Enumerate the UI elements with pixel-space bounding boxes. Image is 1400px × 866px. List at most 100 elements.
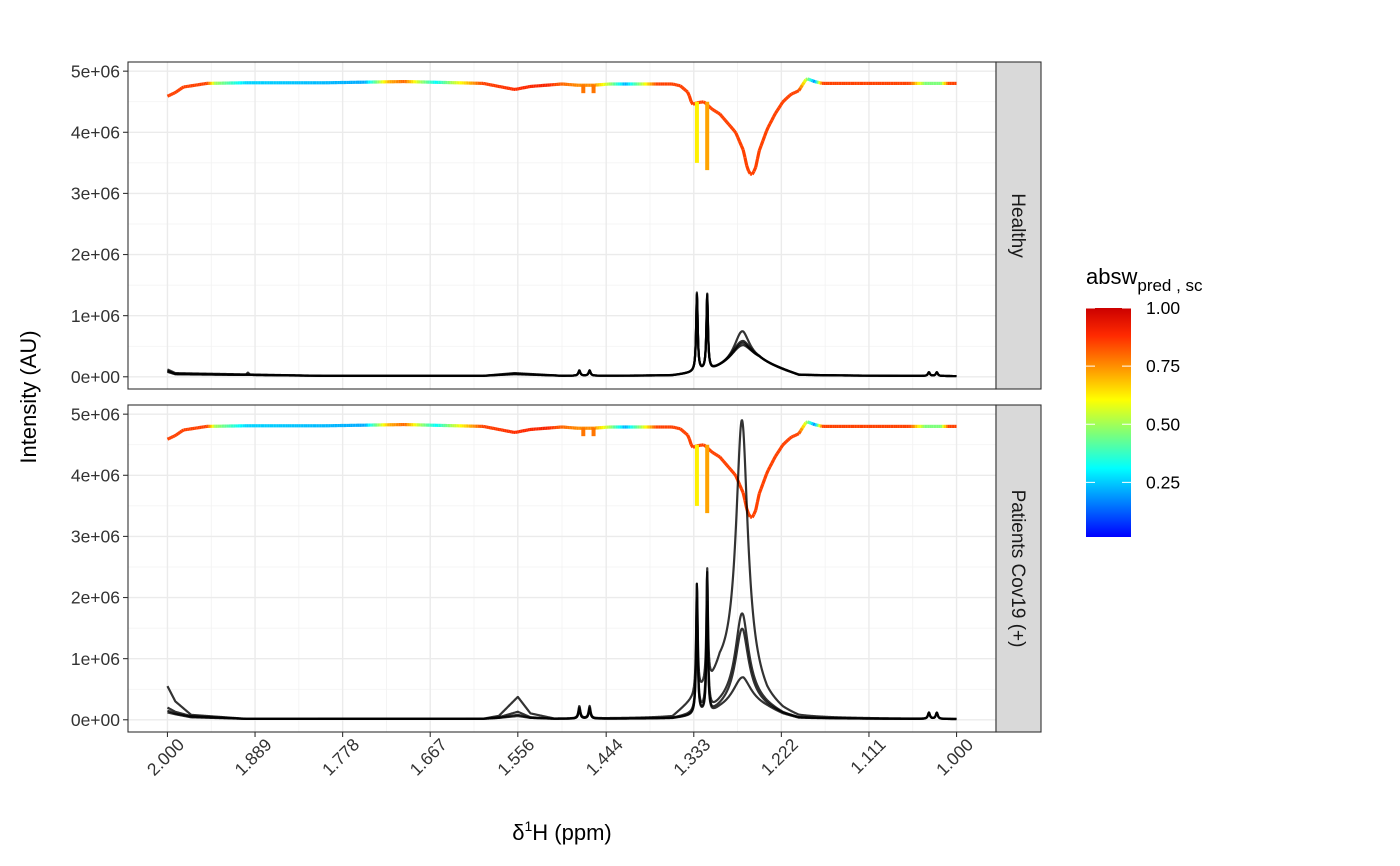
weight-segment xyxy=(723,462,729,467)
weight-segment xyxy=(754,501,760,511)
weight-segment xyxy=(682,430,687,435)
weight-segment xyxy=(807,420,811,425)
weight-segment xyxy=(713,109,718,114)
weight-segment xyxy=(752,509,758,516)
weight-segment xyxy=(777,104,783,109)
weight-segment xyxy=(682,87,687,92)
weight-segment xyxy=(772,112,777,118)
weight-segment xyxy=(687,438,693,445)
weight-segment xyxy=(772,455,777,461)
weight-segment xyxy=(729,468,734,473)
y-tick-label: 0e+00 xyxy=(71,710,120,730)
x-axis: 2.000 1.889 1.778 1.667 1.556 1.444 1.333 1.222… xyxy=(143,732,977,780)
weight-segment xyxy=(779,101,784,106)
x-tick-label: 1.667 xyxy=(406,734,451,779)
weight-segment xyxy=(779,444,784,449)
weight-segment xyxy=(755,493,761,503)
y-axis: 0e+00 1e+06 2e+06 3e+06 4e+06 5e+06 xyxy=(71,61,128,387)
weight-segment xyxy=(759,140,765,147)
spectrum-line xyxy=(166,600,958,721)
weight-segment xyxy=(727,123,732,128)
x-tick-label: 1.444 xyxy=(582,734,627,779)
weight-segment xyxy=(788,92,793,97)
weight-segment xyxy=(785,438,790,443)
weight-segment xyxy=(752,166,758,173)
y-tick-label: 1e+06 xyxy=(71,649,120,669)
weight-segment xyxy=(170,92,174,97)
weight-segment xyxy=(173,433,178,438)
weight-segment xyxy=(729,125,734,130)
weight-segment xyxy=(692,102,696,106)
weight-segment xyxy=(800,81,806,87)
weight-segment xyxy=(702,443,707,448)
weight-segment xyxy=(808,78,812,82)
y-tick-label: 4e+06 xyxy=(71,465,120,485)
weight-segment xyxy=(702,100,707,105)
y-tick-label: 4e+06 xyxy=(71,122,120,142)
panel-patients: 0e+00 1e+06 2e+06 3e+06 4e+06 5e+06 Patients … xyxy=(71,404,1042,733)
weight-segment xyxy=(180,428,185,433)
weight-segment xyxy=(747,512,752,518)
x-tick-label: 1.556 xyxy=(493,734,538,779)
weight-segment xyxy=(747,169,752,175)
colorbar-label: 1.00 xyxy=(1146,298,1180,318)
weight-segment xyxy=(766,122,772,128)
weight-segment xyxy=(781,99,786,104)
weight-segment xyxy=(810,421,814,426)
weight-segment xyxy=(170,435,174,440)
y-tick-label: 3e+06 xyxy=(71,527,120,547)
spectra-lines xyxy=(166,291,958,378)
weight-segment xyxy=(757,145,763,152)
weight-segment xyxy=(781,442,786,447)
weight-segment xyxy=(687,95,693,102)
weight-segment xyxy=(761,135,767,142)
weight-segment xyxy=(788,435,793,440)
weight-segment xyxy=(741,492,747,501)
spectra-lines xyxy=(166,419,958,721)
weight-segment xyxy=(743,156,749,166)
weight-segment xyxy=(764,126,770,132)
weight-segment xyxy=(168,93,172,97)
weight-segment xyxy=(808,421,812,425)
weight-segment xyxy=(679,84,684,89)
y-axis-title: Intensity (AU) xyxy=(16,330,41,463)
weight-segment xyxy=(763,473,768,480)
weight-segment xyxy=(734,132,740,138)
weight-segment xyxy=(786,94,791,99)
x-tick-label: 1.000 xyxy=(932,734,977,779)
y-tick-label: 5e+06 xyxy=(71,404,120,424)
x-tick-label: 1.222 xyxy=(757,734,802,779)
weight-segment xyxy=(736,136,742,143)
weight-segment xyxy=(725,121,730,126)
weight-segment xyxy=(741,149,747,158)
weight-segment xyxy=(709,106,714,111)
weight-segment xyxy=(175,89,180,94)
strip-label-patients: Patients Cov19 (+) xyxy=(1007,490,1028,648)
weight-segment xyxy=(689,100,695,106)
weight-segment xyxy=(768,462,774,468)
weight-segment xyxy=(172,91,176,96)
weight-segment xyxy=(718,112,723,118)
weight-segment xyxy=(749,172,753,176)
weight-segment xyxy=(738,140,743,147)
weight-segment xyxy=(774,109,779,115)
strip-background xyxy=(995,61,1042,390)
weight-segment xyxy=(805,77,809,82)
x-axis-title: δ1H (ppm) xyxy=(512,818,612,845)
weight-segment xyxy=(770,115,776,121)
weight-segment xyxy=(755,150,761,160)
weight-segment xyxy=(732,472,738,478)
weight-segment xyxy=(810,78,814,83)
colorbar-ticks: 1.00 0.75 0.50 0.25 xyxy=(1086,298,1180,492)
weight-segment xyxy=(732,129,738,135)
weight-segment xyxy=(686,91,691,97)
weight-segment xyxy=(812,79,816,84)
x-tick-label: 1.778 xyxy=(318,734,363,779)
weight-segment xyxy=(794,433,798,437)
weight-segment xyxy=(717,454,721,459)
y-axis: 0e+00 1e+06 2e+06 3e+06 4e+06 5e+06 xyxy=(71,404,128,730)
weight-segment xyxy=(759,483,765,490)
weight-segment xyxy=(750,170,756,176)
weight-segment xyxy=(812,422,816,427)
weight-segment xyxy=(783,440,788,445)
